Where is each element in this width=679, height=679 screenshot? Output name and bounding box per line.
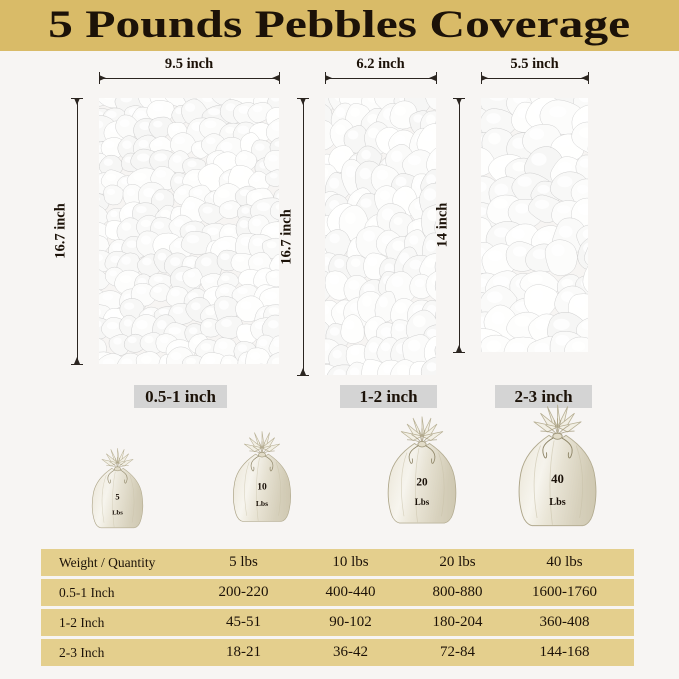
svg-text:Lbs: Lbs <box>415 497 430 507</box>
svg-text:Lbs: Lbs <box>256 499 268 508</box>
svg-text:Lbs: Lbs <box>112 509 123 516</box>
svg-text:Lbs: Lbs <box>549 497 565 508</box>
svg-text:20: 20 <box>416 477 428 489</box>
svg-text:40: 40 <box>551 472 564 486</box>
svg-text:5: 5 <box>115 493 119 502</box>
svg-text:10: 10 <box>257 483 267 493</box>
